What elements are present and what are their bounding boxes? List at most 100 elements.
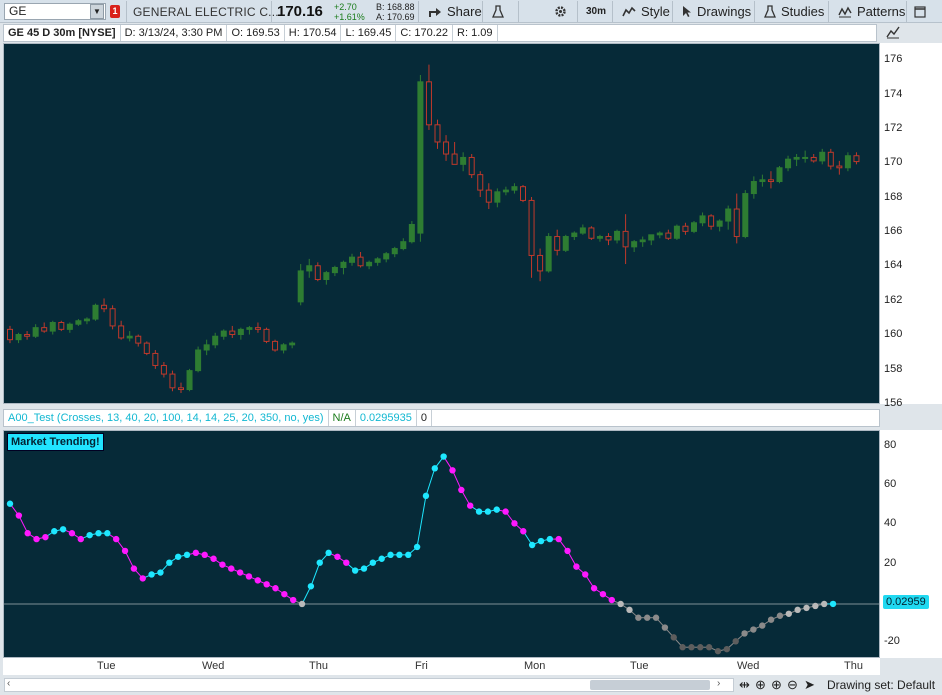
patterns-button[interactable]: Patterns (838, 2, 905, 21)
candle (323, 270, 330, 285)
candle (554, 229, 561, 256)
candle-body (289, 342, 296, 346)
price-axis[interactable]: 176 174 172 170 168 166 164 162 160 158 156 (880, 43, 942, 409)
candle-body (297, 270, 304, 303)
candle-body (92, 304, 99, 320)
market-trending-banner: Market Trending! (7, 433, 104, 451)
candle-body (699, 215, 706, 224)
maximize-button[interactable] (914, 2, 926, 21)
chart-settings-icon[interactable] (885, 24, 901, 40)
scroll-right-icon[interactable]: › (717, 678, 721, 689)
candle (280, 343, 287, 354)
price-chart[interactable] (3, 43, 880, 404)
candle (494, 188, 501, 208)
crosshair-icon[interactable]: ⊕ (755, 677, 766, 692)
chart-info-bar: GE 45 D 30m [NYSE] D: 3/13/24, 3:30 PM O… (3, 24, 877, 42)
candle-body (178, 387, 184, 391)
study-point (520, 528, 527, 535)
candle-body (827, 151, 834, 167)
study-axis[interactable]: 0.02959 80 60 40 20 -20 (880, 430, 942, 658)
candle (425, 64, 432, 130)
candle (178, 382, 184, 393)
scroll-left-icon[interactable]: ‹ (7, 678, 11, 689)
chevron-down-icon[interactable]: ▼ (90, 4, 104, 19)
study-point (413, 543, 421, 551)
study-point (697, 644, 704, 651)
candle (49, 320, 56, 335)
candle (631, 239, 638, 253)
candle (614, 229, 621, 244)
study-point (130, 565, 138, 572)
candle-body (220, 330, 227, 337)
study-chart[interactable]: Market Trending! (3, 430, 880, 658)
candle-body (571, 232, 578, 238)
price-axis-tick: 156 (884, 397, 903, 409)
candle (716, 219, 723, 232)
candle (118, 320, 125, 340)
candle-body (109, 308, 116, 327)
time-axis[interactable]: Tue Wed Thu Fri Mon Tue Wed Thu (3, 658, 880, 675)
scroll-thumb[interactable] (590, 680, 710, 690)
chart-title: GE 45 D 30m [NYSE] (4, 25, 121, 41)
settings-button[interactable] (554, 2, 567, 21)
divider (418, 1, 419, 22)
study-na: N/A (329, 410, 356, 426)
study-point (272, 585, 279, 592)
study-point (360, 565, 368, 572)
study-point (405, 551, 412, 559)
study-point (325, 549, 332, 557)
time-axis-tick: Thu (309, 660, 328, 672)
study-point (51, 528, 58, 535)
candle (699, 212, 706, 227)
share-icon (429, 7, 441, 17)
pointer-icon[interactable]: ➤ (804, 677, 815, 692)
candle (340, 260, 347, 275)
study-point (431, 465, 438, 472)
study-name[interactable]: A00_Test (Crosses, 13, 40, 20, 100, 14, … (4, 410, 329, 426)
study-point (95, 530, 102, 537)
studies-button[interactable]: Studies (764, 2, 824, 21)
drawing-set-label[interactable]: Drawing set: Default (827, 678, 936, 692)
study-point (759, 622, 766, 629)
study-point (369, 559, 377, 566)
study-info-bar: A00_Test (Crosses, 13, 40, 20, 100, 14, … (3, 409, 880, 427)
price-axis-tick: 166 (884, 225, 903, 238)
candle-body (485, 189, 492, 203)
divider (577, 1, 578, 22)
candle (434, 119, 441, 149)
candle-body (272, 340, 279, 351)
candle (571, 231, 578, 240)
flask-button[interactable] (492, 2, 504, 21)
study-point (254, 577, 261, 584)
study-point (528, 541, 536, 549)
candle-body (246, 327, 253, 330)
candle-body (468, 156, 475, 176)
candle-body (425, 81, 432, 126)
timeframe-button[interactable]: 30m (586, 2, 606, 21)
divider (906, 1, 907, 22)
candle (92, 303, 99, 321)
style-button[interactable]: Style (622, 2, 670, 21)
study-point (59, 526, 67, 533)
study-point (387, 551, 394, 559)
drawings-button[interactable]: Drawings (682, 2, 751, 21)
time-axis-tick: Tue (97, 660, 116, 672)
study-axis-tick: 40 (884, 517, 897, 530)
study-point (705, 644, 713, 651)
alert-badge[interactable]: 1 (110, 5, 120, 18)
candle (366, 260, 373, 270)
zoom-out-icon[interactable]: ⊖ (787, 677, 798, 692)
candle-body (169, 373, 176, 389)
share-button[interactable]: Share (428, 2, 482, 21)
expand-icon[interactable]: ⇹ (739, 677, 750, 692)
bar-low: L: 169.45 (341, 25, 397, 41)
candle (460, 152, 467, 172)
candle (152, 349, 159, 369)
study-point (741, 630, 748, 637)
zoom-in-icon[interactable]: ⊕ (771, 677, 782, 692)
time-axis-tick: Thu (844, 660, 863, 672)
symbol-input[interactable]: GE (4, 3, 106, 20)
candle-body (716, 220, 723, 227)
candle (32, 324, 39, 338)
horizontal-scrollbar[interactable]: ‹ › (4, 678, 734, 692)
